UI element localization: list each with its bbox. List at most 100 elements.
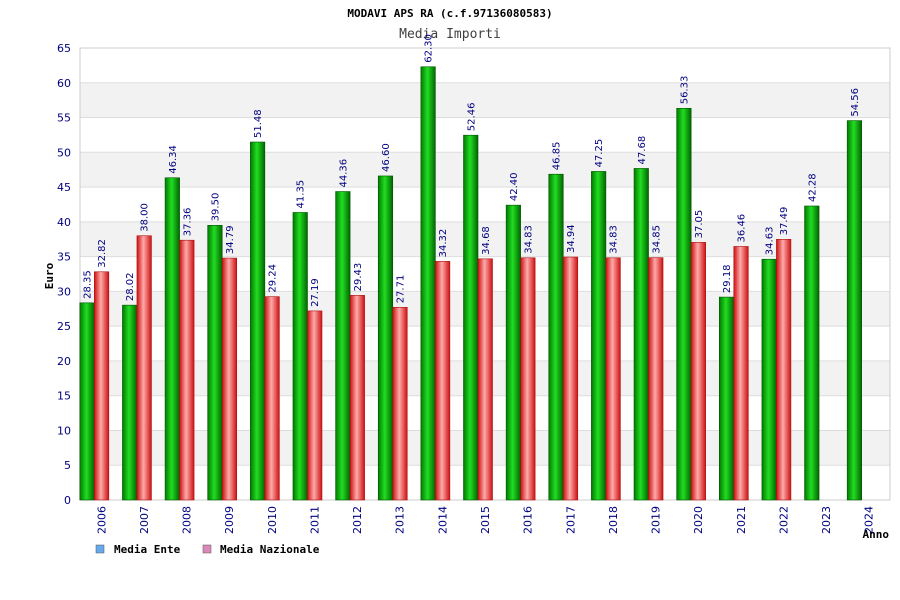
bar-media-ente [761,258,777,501]
y-tick-label: 5 [64,459,71,472]
bar-media-nazionale [776,239,792,501]
y-tick-label: 20 [57,355,71,368]
data-label: 37.49 [779,207,790,236]
bar-media-ente [164,177,180,501]
grid-band [80,152,890,188]
bar-media-ente [846,120,862,501]
x-tick-label: 2013 [394,506,407,534]
data-label: 41.35 [296,180,307,209]
x-tick-label: 2008 [181,506,194,534]
bar-media-nazionale [179,239,195,501]
y-tick-label: 30 [57,285,71,298]
bar-media-ente [591,171,607,501]
bar-media-ente [463,134,479,501]
bar-media-ente [79,302,95,501]
x-tick-label: 2017 [564,506,577,534]
data-label: 36.46 [737,214,748,243]
bar-media-nazionale [690,242,706,501]
bar-media-nazionale [435,261,451,501]
data-label: 34.83 [523,225,534,254]
data-label: 44.36 [338,159,349,188]
y-tick-label: 60 [57,77,71,90]
data-label: 39.50 [210,193,221,222]
data-label: 34.79 [225,225,236,254]
bar-media-nazionale [520,257,536,501]
bar-media-ente [377,175,394,501]
data-label: 56.33 [679,76,690,105]
x-axis-label: Anno [863,528,890,541]
data-label: 37.36 [182,208,193,237]
x-tick-label: 2009 [223,506,236,534]
bar-media-ente [804,205,820,501]
data-label: 51.48 [253,109,264,138]
x-tick-label: 2016 [522,506,535,534]
bar-media-nazionale [392,307,408,501]
data-label: 28.02 [125,273,136,302]
bar-media-nazionale [349,295,365,501]
x-tick-label: 2019 [650,506,663,534]
data-label: 42.28 [807,173,818,202]
data-label: 34.68 [481,226,492,255]
chart-subtitle: Media Importi [399,27,501,42]
grid [79,47,891,501]
chart-title: MODAVI APS RA (c.f.97136080583) [347,7,552,20]
x-tick-label: 2022 [777,506,790,534]
y-tick-label: 10 [57,424,71,437]
data-label: 54.56 [850,88,861,117]
bar-media-ente [633,168,649,501]
legend-label-media-ente: Media Ente [114,543,181,556]
x-axis-ticks: 2006 2007 2008 2009 2010 2011 2012 2013 2014 2015… [95,506,875,534]
bar-media-ente [718,296,735,501]
data-label: 52.46 [466,103,477,132]
bar-media-nazionale [136,235,152,501]
data-label: 46.85 [552,142,563,171]
bar-media-ente [122,304,138,501]
data-label: 46.60 [381,143,392,172]
bar-media-ente [250,141,266,501]
data-label: 42.40 [509,173,520,202]
x-tick-label: 2020 [692,506,705,534]
x-tick-label: 2007 [138,506,151,534]
x-tick-label: 2012 [351,506,364,534]
x-tick-label: 2010 [266,506,279,534]
legend-swatch-media-ente [95,544,105,554]
grid-band [80,82,890,118]
data-label: 47.68 [637,136,648,165]
legend-swatch-media-nazionale [202,544,212,554]
bar-media-nazionale [605,257,621,501]
data-label: 34.85 [651,225,662,254]
legend: Media Ente Media Nazionale [95,543,320,556]
y-tick-label: 45 [57,181,71,194]
bar-media-ente [505,204,521,501]
x-tick-label: 2024 [863,506,876,534]
y-tick-label: 65 [57,42,71,55]
y-tick-label: 40 [57,216,71,229]
y-axis-ticks: 0 5 10 15 20 25 30 35 40 45 50 55 60 65 [57,42,71,507]
legend-label-media-nazionale: Media Nazionale [220,543,320,556]
bar-media-ente [548,173,564,501]
bar-media-ente [420,66,436,501]
data-label: 47.25 [594,139,605,168]
y-tick-label: 50 [57,146,71,159]
y-axis-label: Euro [43,262,56,289]
data-label: 34.94 [566,224,577,253]
bars [79,66,862,501]
bar-media-nazionale [562,256,579,501]
bar-media-nazionale [477,258,493,501]
data-label: 46.34 [168,145,179,174]
data-label: 62.30 [424,34,435,63]
bar-media-nazionale [307,310,323,501]
x-tick-label: 2018 [607,506,620,534]
data-label: 29.18 [722,264,733,293]
y-tick-label: 0 [64,494,71,507]
bar-media-ente [207,225,223,501]
bar-media-nazionale [221,257,238,501]
data-label: 28.35 [83,270,94,299]
x-tick-label: 2011 [308,506,321,534]
data-label: 32.82 [97,239,108,268]
bar-media-nazionale [264,296,280,501]
y-tick-label: 35 [57,251,71,264]
x-tick-label: 2006 [95,506,108,534]
data-label: 37.05 [694,210,705,239]
